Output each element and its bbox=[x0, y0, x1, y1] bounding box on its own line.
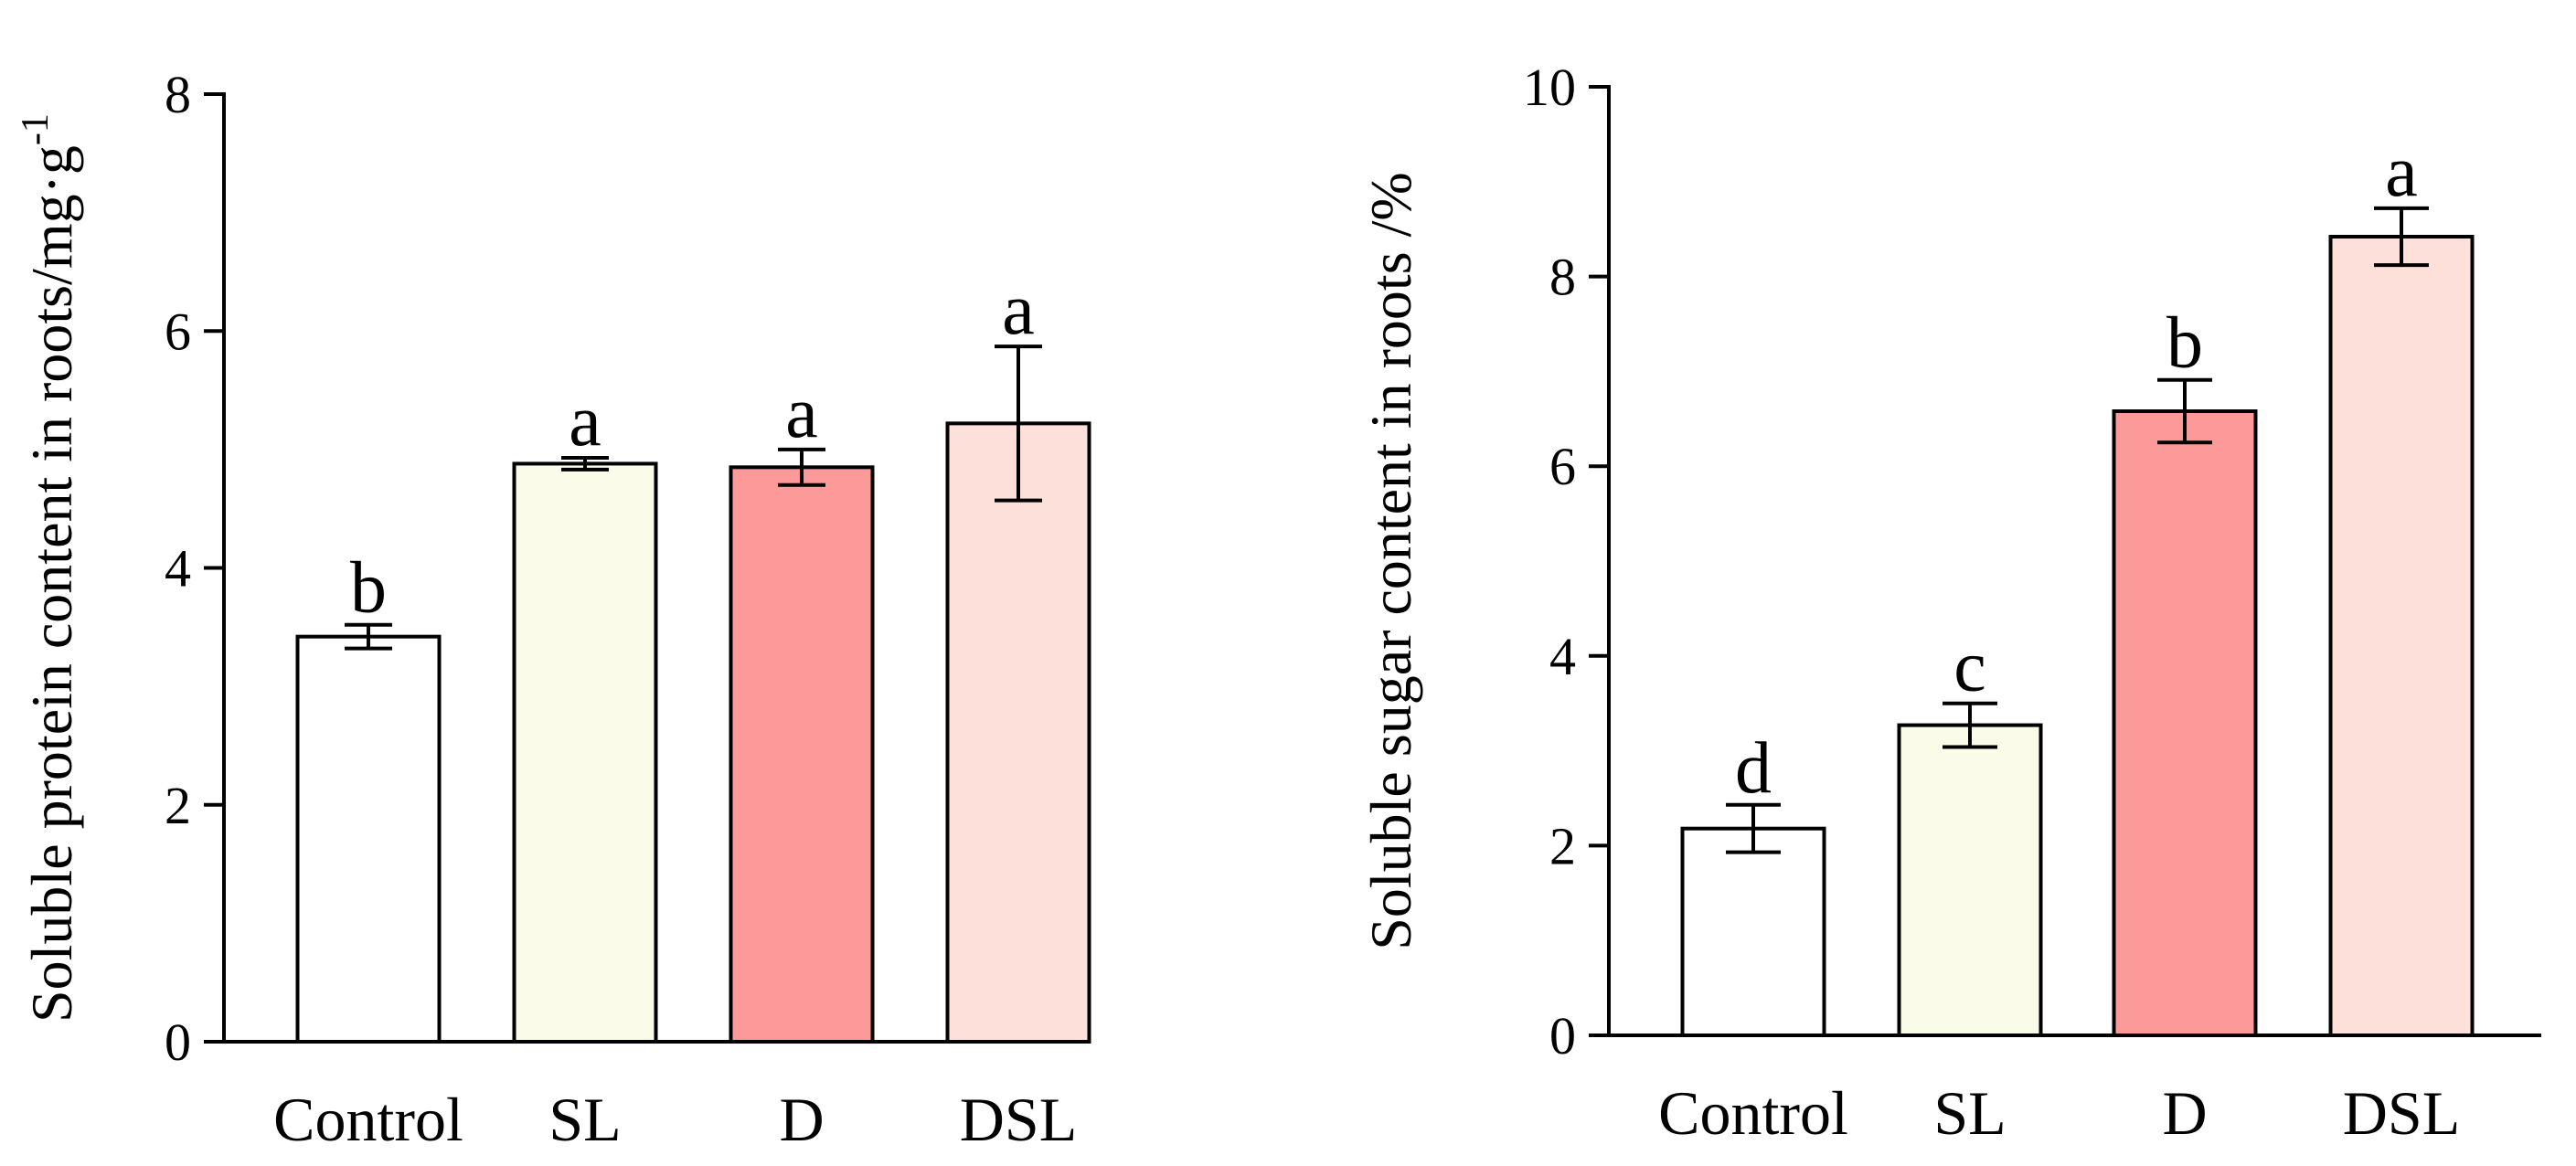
chart-soluble-protein: 0 2 4 6 8 b Control a SL a Da DSL Soluble protein co… bbox=[15, 65, 1091, 1154]
category-label: Control bbox=[1658, 1078, 1848, 1148]
bar-control bbox=[1680, 826, 1826, 1037]
significance-letter: d bbox=[1735, 728, 1772, 809]
y-axis-title-superscript: -1 bbox=[15, 113, 57, 145]
y-tick-label: 4 bbox=[1549, 627, 1576, 686]
y-axis-title: Soluble sugar content in roots /% bbox=[1358, 172, 1423, 949]
significance-letter: a bbox=[569, 381, 601, 461]
y-tick-label: 2 bbox=[165, 776, 191, 835]
significance-letter: a bbox=[2385, 132, 2418, 212]
chart-soluble-sugar: 0 2 4 6 8 10 d Control c SL b Da DSL Soluble sugar co… bbox=[1358, 58, 2541, 1148]
category-label: SL bbox=[548, 1085, 621, 1154]
y-tick-label: 4 bbox=[165, 539, 191, 599]
bar-dsl bbox=[2328, 235, 2475, 1037]
significance-letter: b bbox=[350, 548, 387, 629]
y-tick-label: 6 bbox=[1549, 437, 1576, 496]
bar-sl bbox=[512, 461, 658, 1044]
y-tick-label: 6 bbox=[165, 302, 191, 361]
significance-letter: a bbox=[1002, 270, 1035, 350]
category-label: Control bbox=[273, 1085, 463, 1154]
category-label: D bbox=[779, 1085, 824, 1154]
category-label: DSL bbox=[960, 1085, 1077, 1154]
y-tick-label: 0 bbox=[165, 1012, 191, 1072]
y-tick-label: 0 bbox=[1549, 1006, 1576, 1065]
category-label: SL bbox=[1933, 1078, 2006, 1148]
y-tick-label: 8 bbox=[165, 65, 191, 124]
bar-control bbox=[295, 634, 442, 1044]
y-tick-label: 2 bbox=[1549, 816, 1576, 875]
bar-sl bbox=[1897, 723, 2043, 1037]
y-axis-title-text: Soluble sugar content in roots /% bbox=[1358, 172, 1423, 949]
significance-letter: a bbox=[785, 373, 818, 453]
y-tick-label: 8 bbox=[1549, 248, 1576, 307]
significance-letter: c bbox=[1953, 627, 1986, 707]
bar-dsl bbox=[945, 421, 1091, 1044]
category-label: DSL bbox=[2343, 1078, 2460, 1148]
bar-d bbox=[2112, 408, 2258, 1038]
y-axis-title: Soluble protein content in roots/mg·g-1 bbox=[15, 113, 84, 1023]
y-tick-label: 10 bbox=[1523, 58, 1576, 117]
significance-letter: b bbox=[2166, 303, 2203, 384]
y-axis-title-text: Soluble protein content in roots/mg·g bbox=[19, 145, 84, 1023]
category-label: D bbox=[2162, 1078, 2207, 1148]
bar-d bbox=[729, 465, 875, 1044]
